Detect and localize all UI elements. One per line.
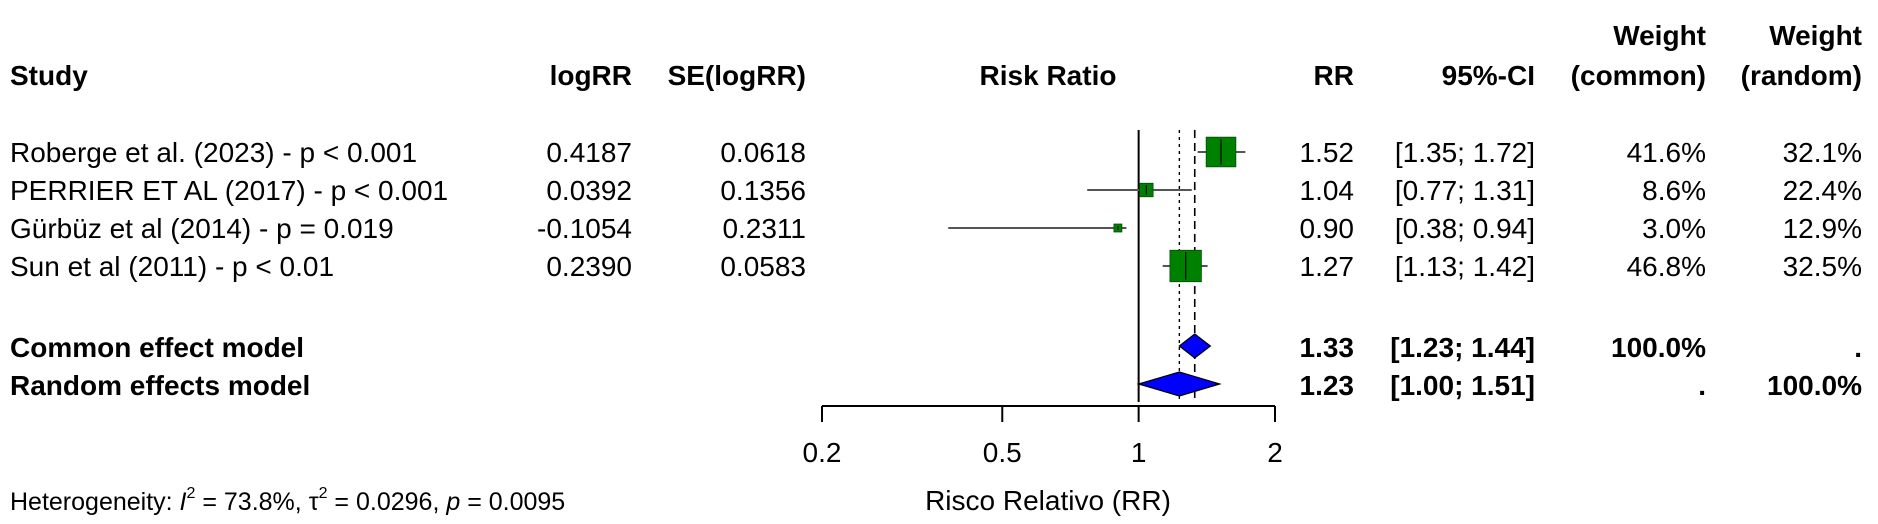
study-label: Sun et al (2011) - p < 0.01 [10,251,334,282]
header-se: SE(logRR) [668,60,806,91]
study-ci: [1.35; 1.72] [1395,137,1535,168]
x-axis: 0.2 0.5 1 2 [803,405,1283,468]
diamond-common-effect [1178,333,1212,359]
confidence-intervals [948,151,1246,267]
header-logrr: logRR [550,60,632,91]
study-rr: 1.27 [1300,251,1355,282]
study-rr: 0.90 [1300,213,1355,244]
i2-superscript: 2 [187,485,196,502]
x-axis-label: Risco Relativo (RR) [925,485,1171,516]
x-tick-label-0.2: 0.2 [803,437,842,468]
study-weight-common: 46.8% [1627,251,1706,282]
header-rr: RR [1314,60,1354,91]
pooled-diamonds [1136,333,1222,397]
p-value: = 0.0095 [460,488,565,516]
tau-value: = 0.0296, [327,488,446,516]
study-row-2: PERRIER ET AL (2017) - p < 0.001 0.0392 … [10,175,1862,206]
header-ci: 95%-CI [1442,60,1535,91]
study-row-4: Sun et al (2011) - p < 0.01 0.2390 0.058… [10,251,1862,282]
diamond-random-effects [1136,371,1222,397]
pooled-rr: 1.23 [1300,370,1355,401]
column-headers: Study logRR SE(logRR) Risk Ratio RR 95%-… [10,20,1862,91]
study-weight-random: 32.5% [1783,251,1862,282]
tau-superscript: 2 [319,485,328,502]
pooled-label: Common effect model [10,332,304,363]
i2-symbol: I [180,488,187,516]
x-tick-label-2: 2 [1267,437,1283,468]
pooled-ci: [1.23; 1.44] [1390,332,1535,363]
study-weight-common: 41.6% [1627,137,1706,168]
study-weight-random: 32.1% [1783,137,1862,168]
pooled-weight-random: . [1854,332,1862,363]
x-tick-label-1: 1 [1131,437,1147,468]
study-ci: [0.38; 0.94] [1395,213,1535,244]
header-weight-common-line1: Weight [1613,20,1706,51]
tau-symbol: τ [309,488,319,516]
study-effect-squares [1113,136,1237,283]
i2-value: = 73.8%, [195,488,308,516]
study-weight-random: 22.4% [1783,175,1862,206]
study-label: Roberge et al. (2023) - p < 0.001 [10,137,417,168]
pooled-row-common: Common effect model 1.33 [1.23; 1.44] 10… [10,332,1862,363]
study-label: Gürbüz et al (2014) - p = 0.019 [10,213,394,244]
study-row-3: Gürbüz et al (2014) - p = 0.019 -0.1054 … [10,213,1862,244]
study-rr: 1.04 [1300,175,1355,206]
pooled-weight-random: 100.0% [1767,370,1862,401]
study-weight-common: 8.6% [1642,175,1706,206]
study-logrr: 0.0392 [546,175,632,206]
study-logrr: -0.1054 [537,213,632,244]
study-logrr: 0.4187 [546,137,632,168]
pooled-weight-common: 100.0% [1611,332,1706,363]
study-se: 0.1356 [720,175,806,206]
header-weight-random-line2: (random) [1741,60,1862,91]
header-study: Study [10,60,88,91]
study-se: 0.2311 [722,213,806,244]
study-rr: 1.52 [1300,137,1355,168]
heterogeneity-prefix: Heterogeneity: [10,488,180,516]
header-weight-random-line1: Weight [1769,20,1862,51]
header-risk-ratio: Risk Ratio [980,60,1117,91]
pooled-label: Random effects model [10,370,310,401]
study-ci: [1.13; 1.42] [1395,251,1535,282]
study-weight-common: 3.0% [1642,213,1706,244]
pooled-row-random: Random effects model 1.23 [1.00; 1.51] .… [10,370,1862,401]
pooled-rr: 1.33 [1300,332,1355,363]
p-symbol: p [445,488,460,516]
study-label: PERRIER ET AL (2017) - p < 0.001 [10,175,448,206]
x-tick-label-0.5: 0.5 [983,437,1022,468]
study-se: 0.0618 [720,137,806,168]
study-ci: [0.77; 1.31] [1395,175,1535,206]
study-logrr: 0.2390 [546,251,632,282]
header-weight-common-line2: (common) [1571,60,1706,91]
study-row-1: Roberge et al. (2023) - p < 0.001 0.4187… [10,137,1862,168]
pooled-ci: [1.00; 1.51] [1390,370,1535,401]
study-se: 0.0583 [720,251,806,282]
study-weight-random: 12.9% [1783,213,1862,244]
pooled-weight-common: . [1698,370,1706,401]
heterogeneity-text: Heterogeneity: I2 = 73.8%, τ2 = 0.0296, … [10,485,565,516]
